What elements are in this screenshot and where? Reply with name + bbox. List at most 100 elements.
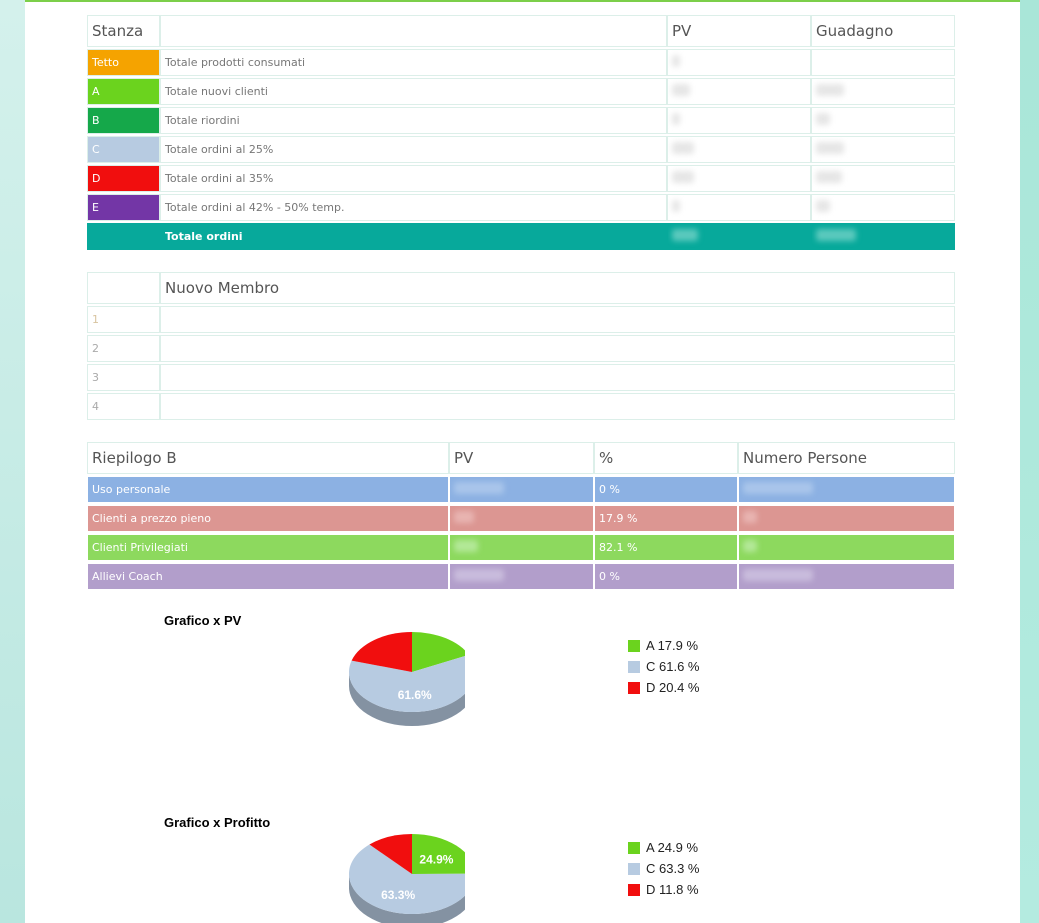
pv-value-redacted (667, 78, 811, 105)
legend-swatch (628, 681, 640, 694)
row-label: Totale riordini (160, 107, 667, 134)
row-label: Totale nuovi clienti (160, 78, 667, 105)
row-label: Totale ordini al 35% (160, 165, 667, 192)
pie-slice-C (349, 844, 465, 914)
row-label: Totale ordini al 25% (160, 136, 667, 163)
main-content: Stanza PV Guadagno Tetto Totale prodotti… (25, 2, 1020, 923)
legend-label: C 63.3 % (646, 861, 700, 876)
row-label: Allievi Coach (87, 563, 449, 590)
header-empty (87, 272, 160, 304)
legend-label: C 61.6 % (646, 659, 700, 674)
total-empty-cell (87, 223, 160, 250)
pie-slice-A (412, 632, 465, 672)
member-cell (160, 364, 955, 391)
pv-value-redacted (449, 534, 594, 561)
legend-item: A 24.9 % (628, 837, 699, 858)
table-row: 3 (87, 364, 955, 391)
table-row: C Totale ordini al 25% (87, 136, 955, 163)
table-row: A Totale nuovi clienti (87, 78, 955, 105)
stanza-cell: B (87, 107, 160, 134)
pie-chart: 24.9% 63.3% (349, 834, 465, 923)
guadagno-value-redacted (811, 49, 955, 76)
total-pv-redacted (667, 223, 811, 250)
pie-slice-D (369, 834, 412, 874)
row-label: Totale ordini al 42% - 50% temp. (160, 194, 667, 221)
total-guadagno-redacted (811, 223, 955, 250)
row-label: Clienti a prezzo pieno (87, 505, 449, 532)
guadagno-value-redacted (811, 78, 955, 105)
legend-swatch (628, 862, 640, 875)
legend-label: A 24.9 % (646, 840, 699, 855)
pie-side-C (349, 874, 465, 923)
legend-item: C 61.6 % (628, 656, 699, 677)
header-nuovo-membro: Nuovo Membro (160, 272, 955, 304)
stanza-cell: C (87, 136, 160, 163)
chart-title: Grafico x PV (164, 613, 242, 628)
total-label: Totale ordini (160, 223, 667, 250)
riepilogo-table: Riepilogo B PV % Numero Persone Uso pers… (87, 440, 955, 592)
pv-value-redacted (449, 476, 594, 503)
stanza-cell: E (87, 194, 160, 221)
pie-slice-C (349, 655, 465, 712)
pv-value-redacted (449, 563, 594, 590)
percent-value: 82.1 % (594, 534, 738, 561)
row-number: 3 (87, 364, 160, 391)
pie-slice-A (412, 834, 465, 874)
member-cell (160, 306, 955, 333)
pie-slice-label: 61.6% (398, 688, 432, 702)
guadagno-value-redacted (811, 194, 955, 221)
percent-value: 0 % (594, 476, 738, 503)
header-riepilogo: Riepilogo B (87, 442, 449, 474)
pv-value-redacted (667, 194, 811, 221)
table-header-row: Riepilogo B PV % Numero Persone (87, 442, 955, 474)
table-row: 4 (87, 393, 955, 420)
guadagno-value-redacted (811, 165, 955, 192)
stanza-cell: Tetto (87, 49, 160, 76)
table-row: Allievi Coach 0 % (87, 563, 955, 590)
nuovo-membro-table: Nuovo Membro 1 2 3 4 (87, 270, 955, 422)
row-number: 4 (87, 393, 160, 420)
chart-legend: A 24.9 % C 63.3 % D 11.8 % (628, 837, 699, 900)
pv-value-redacted (667, 49, 811, 76)
persone-value-redacted (738, 476, 955, 503)
header-pv: PV (449, 442, 594, 474)
stanza-cell: A (87, 78, 160, 105)
percent-value: 17.9 % (594, 505, 738, 532)
guadagno-value-redacted (811, 136, 955, 163)
member-cell (160, 393, 955, 420)
table-row: E Totale ordini al 42% - 50% temp. (87, 194, 955, 221)
persone-value-redacted (738, 534, 955, 561)
legend-item: D 11.8 % (628, 879, 699, 900)
header-description (160, 15, 667, 47)
row-number: 2 (87, 335, 160, 362)
table-row: B Totale riordini (87, 107, 955, 134)
member-cell (160, 335, 955, 362)
legend-item: D 20.4 % (628, 677, 699, 698)
legend-item: A 17.9 % (628, 635, 699, 656)
header-pv: PV (667, 15, 811, 47)
legend-swatch (628, 639, 640, 652)
row-label: Totale prodotti consumati (160, 49, 667, 76)
pie-slice-label: 63.3% (381, 888, 415, 902)
legend-swatch (628, 660, 640, 673)
guadagno-value-redacted (811, 107, 955, 134)
table-row: Clienti a prezzo pieno 17.9 % (87, 505, 955, 532)
table-row: Tetto Totale prodotti consumati (87, 49, 955, 76)
chart-legend: A 17.9 % C 61.6 % D 20.4 % (628, 635, 699, 698)
header-guadagno: Guadagno (811, 15, 955, 47)
pv-value-redacted (449, 505, 594, 532)
background-right (1020, 0, 1039, 923)
percent-value: 0 % (594, 563, 738, 590)
persone-value-redacted (738, 563, 955, 590)
pie-slice-D (351, 632, 412, 672)
legend-item: C 63.3 % (628, 858, 699, 879)
table-header-row: Stanza PV Guadagno (87, 15, 955, 47)
total-row: Totale ordini (87, 223, 955, 250)
legend-label: D 20.4 % (646, 680, 700, 695)
legend-swatch (628, 841, 640, 854)
legend-label: A 17.9 % (646, 638, 699, 653)
stanza-cell: D (87, 165, 160, 192)
stanza-table: Stanza PV Guadagno Tetto Totale prodotti… (87, 13, 955, 252)
top-accent-line (25, 0, 1020, 2)
persone-value-redacted (738, 505, 955, 532)
